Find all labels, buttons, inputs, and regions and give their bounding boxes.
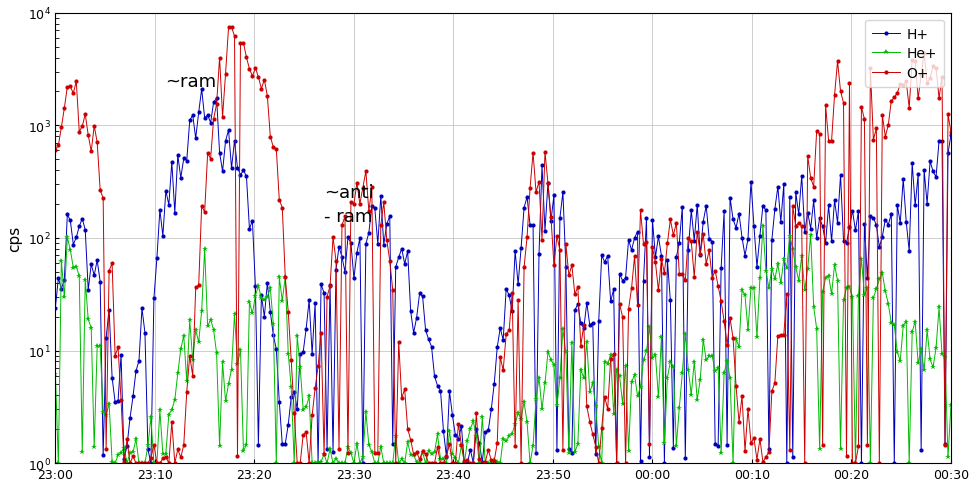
H+	[145, 460, 157, 466]
O+	[811, 129, 823, 135]
He+	[444, 428, 456, 434]
H+	[50, 305, 61, 311]
He+	[945, 402, 956, 408]
Text: ~ram: ~ram	[165, 72, 216, 90]
H+	[760, 208, 772, 214]
O+	[225, 25, 237, 31]
O+	[417, 448, 428, 454]
Text: ~anti
- ram: ~anti - ram	[324, 184, 374, 225]
He+	[811, 326, 823, 332]
H+	[885, 211, 897, 217]
He+	[53, 460, 64, 466]
H+	[447, 413, 459, 419]
He+	[757, 223, 769, 229]
He+	[414, 460, 426, 466]
Y-axis label: cps: cps	[7, 225, 21, 252]
H+	[417, 294, 428, 300]
O+	[760, 454, 772, 460]
O+	[447, 460, 459, 466]
He+	[665, 359, 676, 365]
He+	[760, 268, 772, 274]
Line: H+: H+	[54, 88, 954, 466]
H+	[811, 236, 823, 242]
O+	[945, 130, 956, 136]
H+	[196, 87, 208, 93]
O+	[885, 99, 897, 104]
Line: O+: O+	[54, 26, 954, 466]
He+	[885, 320, 897, 326]
H+	[945, 133, 956, 139]
O+	[50, 147, 61, 153]
H+	[668, 446, 679, 451]
He+	[50, 371, 61, 377]
O+	[124, 460, 136, 466]
O+	[668, 233, 679, 239]
Legend: H+, He+, O+: H+, He+, O+	[865, 20, 944, 87]
Line: He+: He+	[53, 224, 954, 466]
